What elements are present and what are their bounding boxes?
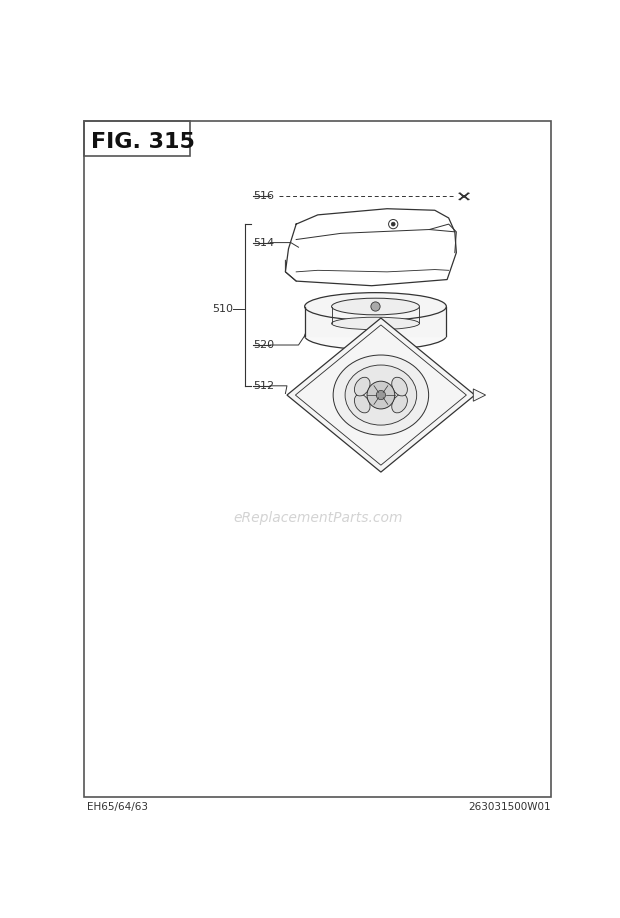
- Text: eReplacementParts.com: eReplacementParts.com: [233, 511, 402, 525]
- Text: FIG. 315: FIG. 315: [91, 131, 195, 151]
- Polygon shape: [473, 389, 485, 401]
- Text: EH65/64/63: EH65/64/63: [87, 802, 148, 812]
- Ellipse shape: [332, 318, 419, 330]
- Polygon shape: [287, 318, 475, 472]
- Text: 510: 510: [212, 304, 233, 314]
- Text: 263031500W01: 263031500W01: [469, 802, 551, 812]
- Ellipse shape: [332, 298, 419, 315]
- Text: 516: 516: [253, 191, 274, 201]
- Ellipse shape: [345, 365, 417, 425]
- Ellipse shape: [304, 322, 446, 350]
- Bar: [84, 121, 190, 156]
- Ellipse shape: [355, 394, 370, 413]
- Circle shape: [376, 390, 386, 399]
- Text: 512: 512: [253, 381, 274, 391]
- Circle shape: [367, 381, 395, 409]
- Ellipse shape: [392, 394, 407, 413]
- Ellipse shape: [355, 377, 370, 396]
- Circle shape: [371, 302, 380, 311]
- Text: 520: 520: [253, 340, 274, 350]
- Ellipse shape: [392, 377, 407, 396]
- Ellipse shape: [304, 293, 446, 320]
- Ellipse shape: [333, 355, 428, 435]
- Text: 514: 514: [253, 238, 274, 248]
- Circle shape: [391, 222, 395, 226]
